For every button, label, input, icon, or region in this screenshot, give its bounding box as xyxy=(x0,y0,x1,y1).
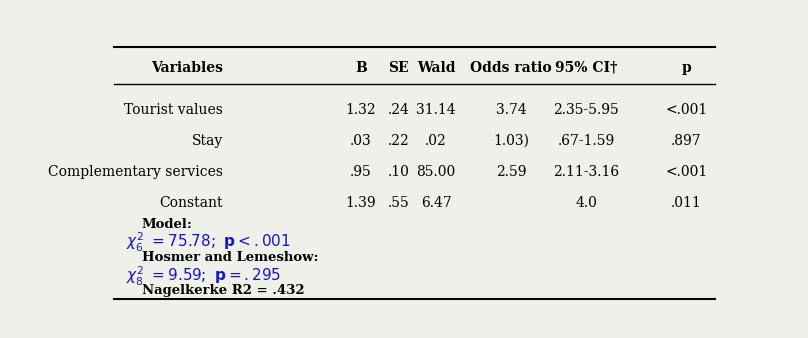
Text: Constant: Constant xyxy=(160,196,223,210)
Text: 3.74: 3.74 xyxy=(496,102,527,117)
Text: .03: .03 xyxy=(350,134,372,148)
Text: 2.35-5.95: 2.35-5.95 xyxy=(553,102,619,117)
Text: .011: .011 xyxy=(671,196,702,210)
Text: Stay: Stay xyxy=(191,134,223,148)
Text: .95: .95 xyxy=(350,165,372,179)
Text: Tourist values: Tourist values xyxy=(124,102,223,117)
Text: .55: .55 xyxy=(388,196,410,210)
Text: 2.11-3.16: 2.11-3.16 xyxy=(553,165,620,179)
Text: B: B xyxy=(355,61,367,75)
Text: p: p xyxy=(682,61,692,75)
Text: Odds ratio: Odds ratio xyxy=(470,61,552,75)
Text: 1.32: 1.32 xyxy=(346,102,377,117)
Text: .10: .10 xyxy=(388,165,410,179)
Text: 85.00: 85.00 xyxy=(416,165,456,179)
Text: 1.03): 1.03) xyxy=(493,134,529,148)
Text: 6.47: 6.47 xyxy=(421,196,452,210)
Text: Complementary services: Complementary services xyxy=(48,165,223,179)
Text: Hosmer and Lemeshow:: Hosmer and Lemeshow: xyxy=(141,251,318,264)
Text: .24: .24 xyxy=(388,102,410,117)
Text: $\chi^2_8$ $= 9.59;$ $\mathbf{p}$$=.295$: $\chi^2_8$ $= 9.59;$ $\mathbf{p}$$=.295$ xyxy=(126,265,281,288)
Text: <.001: <.001 xyxy=(665,102,708,117)
Text: .67-1.59: .67-1.59 xyxy=(558,134,615,148)
Text: <.001: <.001 xyxy=(665,165,708,179)
Text: 95% CI†: 95% CI† xyxy=(555,61,617,75)
Text: SE: SE xyxy=(388,61,409,75)
Text: 4.0: 4.0 xyxy=(575,196,597,210)
Text: $\chi^2_6$ $= 75.78;$ $\mathbf{p}$$<.001$: $\chi^2_6$ $= 75.78;$ $\mathbf{p}$$<.001… xyxy=(126,231,291,254)
Text: 31.14: 31.14 xyxy=(416,102,456,117)
Text: Nagelkerke R2 = .432: Nagelkerke R2 = .432 xyxy=(141,284,305,297)
Text: 2.59: 2.59 xyxy=(496,165,526,179)
Text: Wald: Wald xyxy=(417,61,455,75)
Text: Variables: Variables xyxy=(151,61,223,75)
Text: Model:: Model: xyxy=(141,218,192,231)
Text: 1.39: 1.39 xyxy=(346,196,377,210)
Text: .22: .22 xyxy=(388,134,410,148)
Text: .897: .897 xyxy=(671,134,702,148)
Text: .02: .02 xyxy=(425,134,447,148)
